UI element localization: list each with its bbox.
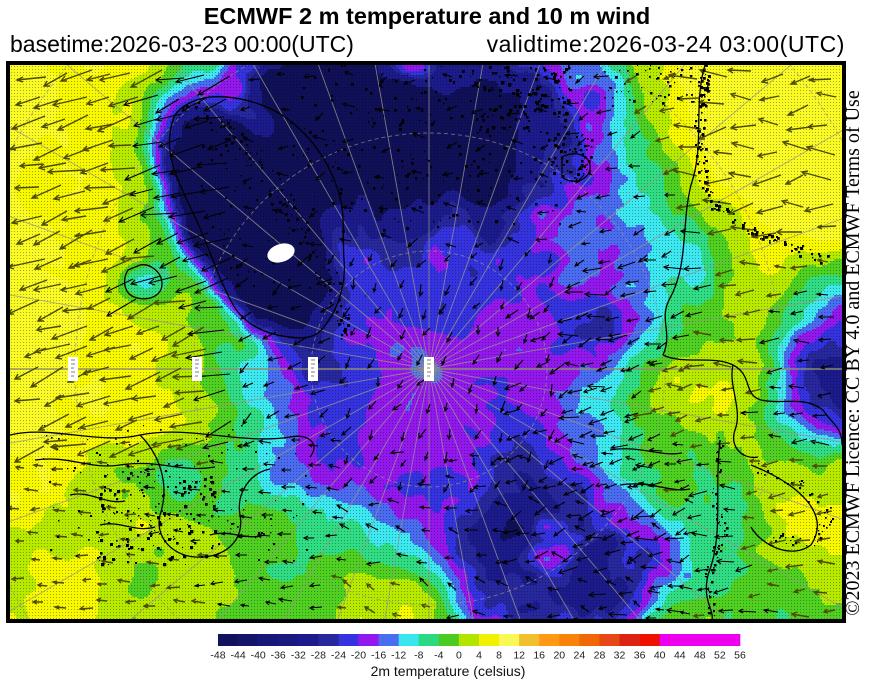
svg-text:48: 48 — [694, 650, 706, 662]
svg-text:52: 52 — [714, 650, 726, 662]
svg-text:0: 0 — [456, 650, 462, 662]
svg-text:-32: -32 — [291, 650, 306, 662]
svg-text:-40: -40 — [251, 650, 266, 662]
svg-text:-12: -12 — [391, 650, 406, 662]
svg-text:-4: -4 — [434, 650, 443, 662]
svg-text:validtime:2026-03-24 03:00(UTC: validtime:2026-03-24 03:00(UTC) — [487, 31, 845, 57]
svg-text:©2023 ECMWF Licence: CC BY 4.0: ©2023 ECMWF Licence: CC BY 4.0 and ECMWF… — [842, 90, 864, 616]
svg-text:-8: -8 — [414, 650, 423, 662]
svg-text:-48: -48 — [210, 650, 225, 662]
svg-text:-36: -36 — [271, 650, 286, 662]
svg-text:28: 28 — [594, 650, 606, 662]
svg-text:-44: -44 — [231, 650, 246, 662]
svg-text:40: 40 — [654, 650, 666, 662]
svg-text:-20: -20 — [351, 650, 366, 662]
svg-text:-28: -28 — [311, 650, 326, 662]
svg-text:32: 32 — [614, 650, 626, 662]
svg-text:basetime:2026-03-23 00:00(UTC): basetime:2026-03-23 00:00(UTC) — [10, 31, 354, 57]
svg-text:56: 56 — [734, 650, 746, 662]
svg-text:20: 20 — [553, 650, 565, 662]
svg-text:-16: -16 — [371, 650, 386, 662]
svg-text:44: 44 — [674, 650, 686, 662]
svg-text:8: 8 — [496, 650, 502, 662]
svg-text:24: 24 — [574, 650, 586, 662]
svg-text:4: 4 — [476, 650, 482, 662]
svg-text:16: 16 — [533, 650, 545, 662]
svg-text:36: 36 — [634, 650, 646, 662]
svg-text:ECMWF 2 m temperature and 10 m: ECMWF 2 m temperature and 10 m wind — [204, 3, 651, 29]
svg-text:-24: -24 — [331, 650, 346, 662]
svg-text:12: 12 — [513, 650, 525, 662]
svg-text:2m temperature (celsius): 2m temperature (celsius) — [371, 663, 526, 679]
